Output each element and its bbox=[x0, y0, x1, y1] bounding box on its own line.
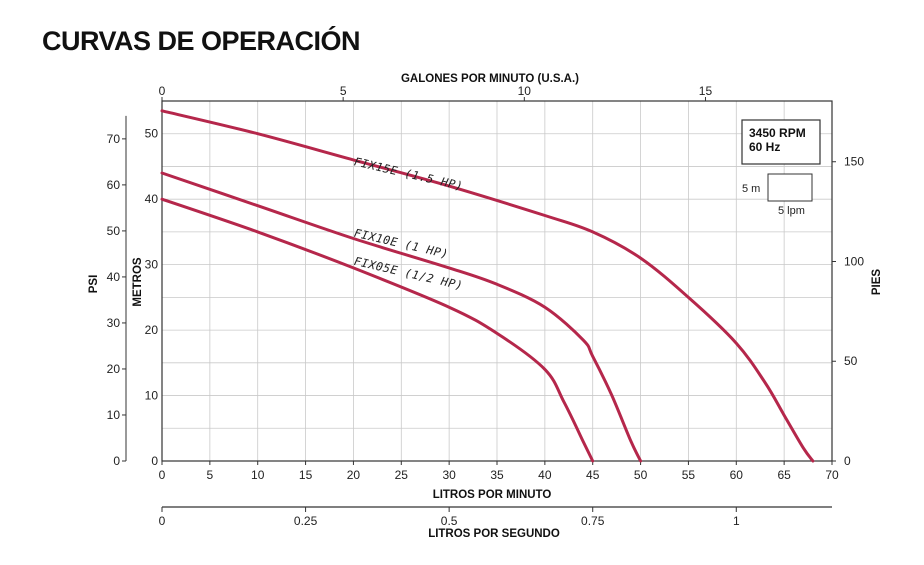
x-tick-label: 50 bbox=[634, 468, 648, 482]
legend-rpm: 3450 RPM bbox=[749, 126, 806, 140]
x-tick-label: 45 bbox=[586, 468, 600, 482]
x-tick-label: 40 bbox=[538, 468, 552, 482]
legend-hz: 60 Hz bbox=[749, 140, 780, 154]
scale-vertical-label: 5 m bbox=[742, 183, 760, 195]
top-axis-title: GALONES POR MINUTO (U.S.A.) bbox=[401, 73, 579, 85]
grid bbox=[162, 100, 832, 461]
scale-key-box bbox=[767, 173, 813, 202]
series-line bbox=[160, 109, 815, 463]
x-tick-label: 15 bbox=[299, 468, 313, 482]
psi-tick-label: 10 bbox=[107, 408, 121, 422]
pies-axis-title: PIES bbox=[871, 269, 883, 296]
legend-frame bbox=[741, 119, 821, 165]
x-tick-label: 0 bbox=[159, 468, 166, 482]
pies-tick-label: 50 bbox=[844, 354, 858, 368]
psi-tick-label: 70 bbox=[107, 132, 121, 146]
pies-tick-label: 100 bbox=[844, 254, 864, 268]
pies-tick-label: 0 bbox=[844, 454, 851, 468]
psi-tick-label: 20 bbox=[107, 362, 121, 376]
x-tick-label: 65 bbox=[777, 468, 791, 482]
pies-tick-label: 150 bbox=[844, 155, 864, 169]
top-tick-label: 0 bbox=[159, 84, 166, 98]
series: FIX15E (1.5 HP)FIX10E (1 HP)FIX05E (1/2 … bbox=[160, 109, 815, 463]
metros-tick-label: 0 bbox=[151, 454, 158, 468]
x-tick-label: 30 bbox=[442, 468, 456, 482]
lps-tick-label: 0.75 bbox=[581, 514, 605, 528]
top-tick-label: 10 bbox=[518, 84, 532, 98]
x-tick-label: 55 bbox=[682, 468, 696, 482]
scale-key: 5 m 5 lpm bbox=[742, 173, 813, 217]
x-axis-title: LITROS POR MINUTO bbox=[433, 489, 552, 501]
metros-tick-label: 30 bbox=[145, 258, 159, 272]
metros-tick-label: 50 bbox=[145, 127, 159, 141]
x-tick-label: 25 bbox=[395, 468, 409, 482]
x-tick-label: 60 bbox=[730, 468, 744, 482]
metros-axis-title: METROS bbox=[132, 257, 144, 307]
metros-tick-label: 10 bbox=[145, 389, 159, 403]
legend-box: 3450 RPM 60 Hz bbox=[741, 119, 821, 165]
metros-tick-label: 40 bbox=[145, 192, 159, 206]
lps-tick-label: 0.5 bbox=[441, 514, 458, 528]
axes: 0 5 10 15 20 25 30 35 40 45 50 55 60 65 700 5 10 150 0.25 0… bbox=[107, 84, 865, 528]
psi-tick-label: 30 bbox=[107, 316, 121, 330]
chart-title: CURVAS DE OPERACIÓN bbox=[42, 26, 361, 56]
series-line bbox=[160, 197, 595, 463]
lps-tick-label: 0.25 bbox=[294, 514, 318, 528]
x-tick-label: 20 bbox=[347, 468, 361, 482]
x-tick-label: 5 bbox=[207, 468, 214, 482]
top-tick-label: 15 bbox=[699, 84, 713, 98]
lps-tick-label: 1 bbox=[733, 514, 740, 528]
metros-tick-label: 20 bbox=[145, 323, 159, 337]
series-line bbox=[160, 171, 643, 463]
x-tick-label: 70 bbox=[825, 468, 839, 482]
lps-tick-label: 0 bbox=[159, 514, 166, 528]
psi-axis-title: PSI bbox=[88, 275, 100, 294]
x-tick-label: 35 bbox=[490, 468, 504, 482]
psi-tick-label: 50 bbox=[107, 224, 121, 238]
series-label: FIX15E (1.5 HP) bbox=[353, 154, 465, 193]
bottom-axis-title: LITROS POR SEGUNDO bbox=[428, 528, 560, 540]
psi-tick-label: 0 bbox=[113, 454, 120, 468]
scale-horizontal-label: 5 lpm bbox=[778, 205, 805, 217]
top-tick-label: 5 bbox=[340, 84, 347, 98]
psi-tick-label: 40 bbox=[107, 270, 121, 284]
x-tick-label: 10 bbox=[251, 468, 265, 482]
psi-tick-label: 60 bbox=[107, 178, 121, 192]
